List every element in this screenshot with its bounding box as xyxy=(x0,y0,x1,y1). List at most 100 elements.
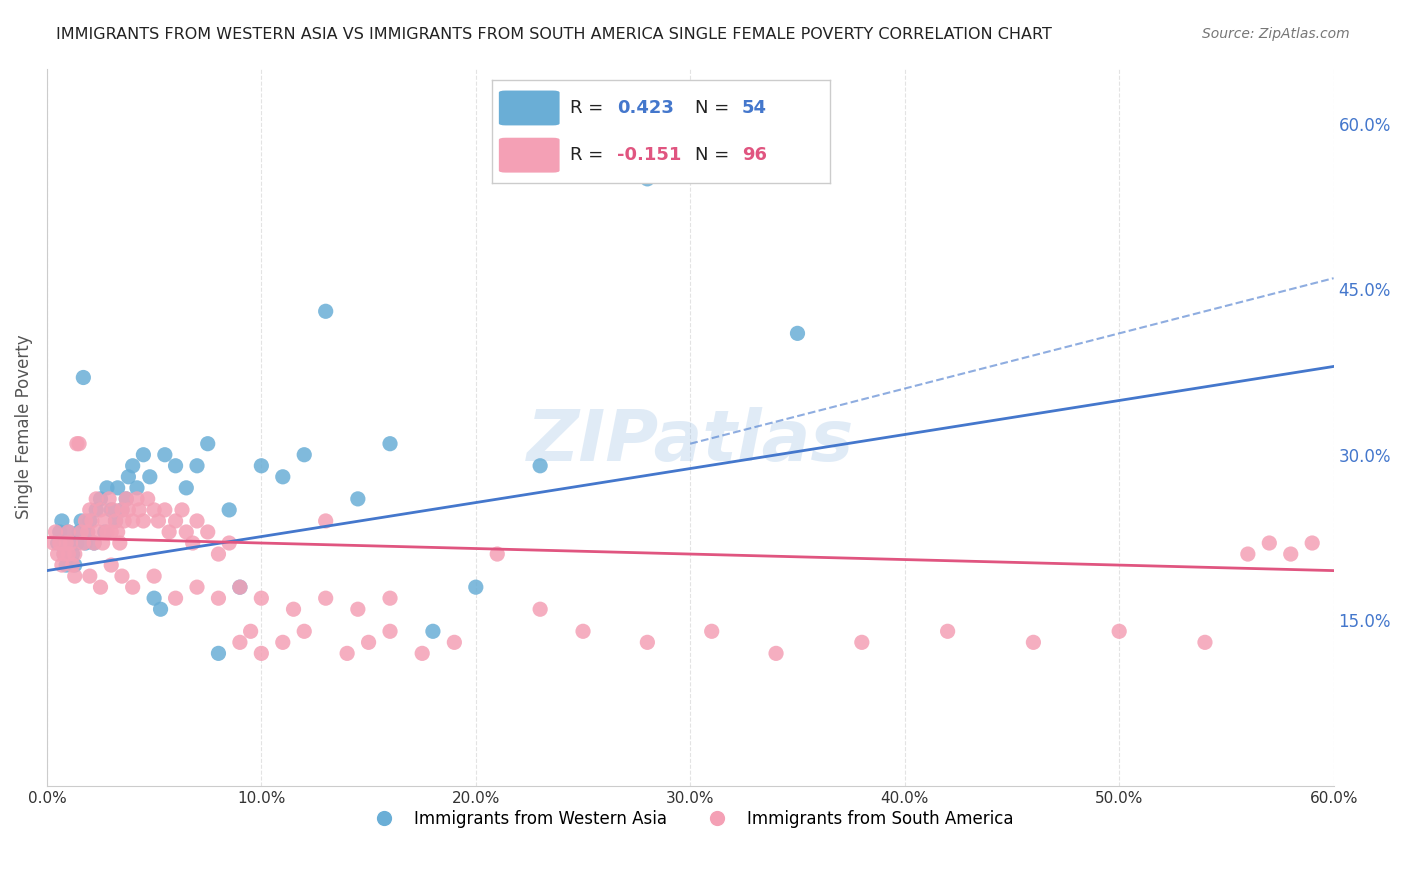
Point xyxy=(786,326,808,341)
Text: Source: ZipAtlas.com: Source: ZipAtlas.com xyxy=(1202,27,1350,41)
Point xyxy=(63,547,86,561)
Point xyxy=(59,536,82,550)
Point xyxy=(53,547,76,561)
Point xyxy=(42,536,65,550)
Text: N =: N = xyxy=(695,146,734,164)
Y-axis label: Single Female Poverty: Single Female Poverty xyxy=(15,334,32,519)
Point xyxy=(218,536,240,550)
Point xyxy=(529,602,551,616)
Point xyxy=(125,481,148,495)
Point xyxy=(75,536,97,550)
Point xyxy=(283,602,305,616)
FancyBboxPatch shape xyxy=(499,91,560,126)
Point xyxy=(229,580,252,594)
Point xyxy=(1237,547,1260,561)
Point xyxy=(100,503,122,517)
Point xyxy=(170,503,193,517)
Point xyxy=(58,524,80,539)
Point xyxy=(121,514,143,528)
Point xyxy=(79,514,101,528)
Point xyxy=(103,503,125,517)
Point xyxy=(51,514,73,528)
Point xyxy=(157,524,180,539)
Point xyxy=(58,524,80,539)
Point xyxy=(174,524,197,539)
Point xyxy=(218,503,240,517)
Text: 0.423: 0.423 xyxy=(617,99,673,117)
Point xyxy=(1108,624,1130,639)
Text: -0.151: -0.151 xyxy=(617,146,682,164)
Point xyxy=(315,591,337,606)
Point xyxy=(132,448,155,462)
Point xyxy=(292,448,315,462)
Point xyxy=(66,536,89,550)
Point xyxy=(89,503,111,517)
Point xyxy=(53,547,76,561)
Point xyxy=(62,558,84,573)
Point xyxy=(229,580,252,594)
Text: IMMIGRANTS FROM WESTERN ASIA VS IMMIGRANTS FROM SOUTH AMERICA SINGLE FEMALE POVE: IMMIGRANTS FROM WESTERN ASIA VS IMMIGRAN… xyxy=(56,27,1052,42)
Text: ZIPatlas: ZIPatlas xyxy=(527,407,853,476)
Point xyxy=(1194,635,1216,649)
Point xyxy=(250,646,273,660)
Point xyxy=(76,524,98,539)
Point xyxy=(55,536,77,550)
Point xyxy=(1301,536,1323,550)
Point xyxy=(111,503,134,517)
Point xyxy=(165,591,187,606)
Point xyxy=(229,635,252,649)
Point xyxy=(315,514,337,528)
Point xyxy=(143,503,166,517)
Point xyxy=(75,514,97,528)
Point xyxy=(76,524,98,539)
Point xyxy=(66,436,89,450)
Point xyxy=(139,470,162,484)
Point xyxy=(207,547,229,561)
Point xyxy=(94,514,117,528)
Point xyxy=(94,524,117,539)
Point xyxy=(271,635,294,649)
Point xyxy=(936,624,959,639)
Point xyxy=(851,635,873,649)
Point xyxy=(107,524,129,539)
Point xyxy=(49,524,72,539)
Point xyxy=(1279,547,1302,561)
Point xyxy=(357,635,380,649)
Point xyxy=(79,569,101,583)
Point xyxy=(143,591,166,606)
Point xyxy=(121,458,143,473)
Point xyxy=(174,481,197,495)
Point xyxy=(186,458,208,473)
Point xyxy=(117,470,139,484)
Point xyxy=(1022,635,1045,649)
Point xyxy=(378,436,401,450)
Point xyxy=(62,547,84,561)
Point xyxy=(121,580,143,594)
Text: R =: R = xyxy=(569,146,609,164)
Point xyxy=(44,524,66,539)
Point xyxy=(117,503,139,517)
Point xyxy=(89,580,111,594)
Point xyxy=(136,491,159,506)
Point xyxy=(115,491,138,506)
Point xyxy=(72,536,94,550)
Point xyxy=(111,503,134,517)
Point xyxy=(100,558,122,573)
Point xyxy=(107,481,129,495)
Point xyxy=(91,536,114,550)
Point xyxy=(67,524,90,539)
Point xyxy=(59,536,82,550)
Point xyxy=(149,602,172,616)
Point xyxy=(153,503,176,517)
Text: 96: 96 xyxy=(742,146,766,164)
Point xyxy=(207,591,229,606)
Point xyxy=(98,491,121,506)
Point xyxy=(250,458,273,473)
Point xyxy=(411,646,433,660)
Point xyxy=(83,536,105,550)
Point xyxy=(115,491,138,506)
Point xyxy=(46,536,69,550)
Point xyxy=(83,536,105,550)
Point xyxy=(67,436,90,450)
Point xyxy=(104,514,127,528)
